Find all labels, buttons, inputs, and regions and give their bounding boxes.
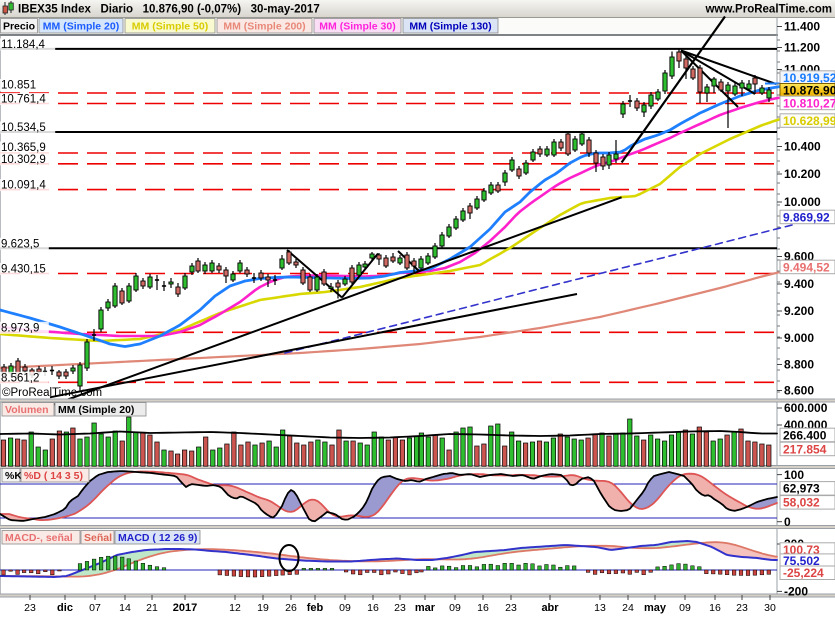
svg-text:16: 16 <box>709 602 721 614</box>
svg-text:may: may <box>644 602 667 614</box>
svg-text:10.534,5: 10.534,5 <box>1 122 46 134</box>
svg-text:%K: %K <box>5 470 22 482</box>
svg-text:%D ( 14 3 5): %D ( 14 3 5) <box>24 470 83 482</box>
svg-text:23: 23 <box>736 602 748 614</box>
svg-text:09: 09 <box>339 602 351 614</box>
svg-text:9.869,92: 9.869,92 <box>783 210 830 224</box>
svg-text:10.810,27: 10.810,27 <box>783 96 835 110</box>
svg-text:IBEX35 Index Diario 10.876: IBEX35 Index Diario 10.876,90 (-0,07%) 3… <box>18 4 320 16</box>
svg-text:10.365,9: 10.365,9 <box>1 142 46 154</box>
svg-text:MM (Simple 20): MM (Simple 20) <box>58 404 134 416</box>
svg-text:Señal: Señal <box>84 532 112 544</box>
svg-text:dic: dic <box>57 602 73 614</box>
svg-text:09: 09 <box>679 602 691 614</box>
svg-text:10.628,99: 10.628,99 <box>783 114 835 128</box>
svg-text:MM (Simple 20): MM (Simple 20) <box>43 21 119 33</box>
svg-text:07: 07 <box>89 602 101 614</box>
svg-text:mar: mar <box>415 602 436 614</box>
svg-text:9.430,15: 9.430,15 <box>1 264 46 276</box>
svg-text:12: 12 <box>229 602 241 614</box>
svg-text:8.600: 8.600 <box>784 384 814 398</box>
svg-text:11.200: 11.200 <box>784 41 820 55</box>
svg-text:MM (Simple 130): MM (Simple 130) <box>409 21 491 33</box>
svg-text:Precio: Precio <box>3 21 35 33</box>
svg-text:10.876,90: 10.876,90 <box>783 84 835 98</box>
svg-text:9.400: 9.400 <box>784 277 814 291</box>
svg-text:58,032: 58,032 <box>783 496 820 510</box>
svg-text:-25,224: -25,224 <box>783 566 824 580</box>
svg-text:13: 13 <box>594 602 606 614</box>
svg-text:10.761,4: 10.761,4 <box>1 94 46 106</box>
svg-text:9.494,52: 9.494,52 <box>783 260 830 274</box>
svg-text:62,973: 62,973 <box>783 482 820 496</box>
svg-text:26: 26 <box>285 602 297 614</box>
svg-text:10.851: 10.851 <box>1 80 36 92</box>
svg-text:23: 23 <box>505 602 517 614</box>
svg-text:266.400: 266.400 <box>783 428 827 442</box>
svg-text:-200: -200 <box>784 585 808 599</box>
svg-text:MM (Simple 50): MM (Simple 50) <box>132 21 208 33</box>
svg-text:9.623,5: 9.623,5 <box>1 238 39 250</box>
svg-text:MM (Simple 30): MM (Simple 30) <box>319 21 395 33</box>
svg-text:19: 19 <box>257 602 269 614</box>
svg-text:217.854: 217.854 <box>783 442 827 456</box>
svg-text:8.800: 8.800 <box>784 358 814 372</box>
svg-text:MACD-, señal: MACD-, señal <box>5 532 73 544</box>
svg-text:10.000: 10.000 <box>784 195 821 209</box>
svg-text:23: 23 <box>394 602 406 614</box>
svg-text:21: 21 <box>146 602 158 614</box>
svg-text:10.302,9: 10.302,9 <box>1 154 46 166</box>
svg-text:16: 16 <box>477 602 489 614</box>
svg-text:feb: feb <box>307 602 324 614</box>
svg-text:8.973,9: 8.973,9 <box>1 322 39 334</box>
svg-text:0: 0 <box>784 515 791 529</box>
svg-text:10.919,52: 10.919,52 <box>783 71 835 85</box>
svg-text:24: 24 <box>622 602 634 614</box>
svg-text:MACD ( 12 26 9): MACD ( 12 26 9) <box>118 532 197 544</box>
svg-text:©ProRealTime.com: ©ProRealTime.com <box>2 387 102 399</box>
svg-text:10.200: 10.200 <box>784 167 821 181</box>
svg-text:10.400: 10.400 <box>784 140 821 154</box>
svg-text:11.184,4: 11.184,4 <box>1 39 46 51</box>
svg-text:9.000: 9.000 <box>784 331 814 345</box>
svg-text:11.400: 11.400 <box>784 20 820 34</box>
svg-text:9.200: 9.200 <box>784 304 814 318</box>
svg-text:100,73: 100,73 <box>783 543 820 557</box>
svg-text:600.000: 600.000 <box>784 401 828 415</box>
svg-text:09: 09 <box>449 602 461 614</box>
svg-text:Volumen: Volumen <box>5 404 49 416</box>
svg-text:2017: 2017 <box>173 602 197 614</box>
svg-text:16: 16 <box>367 602 379 614</box>
svg-text:MM (Simple 200): MM (Simple 200) <box>223 21 305 33</box>
svg-text:10.091,4: 10.091,4 <box>1 180 46 192</box>
svg-text:14: 14 <box>119 602 131 614</box>
svg-text:75,502: 75,502 <box>783 554 820 568</box>
svg-text:www.ProRealTime.com: www.ProRealTime.com <box>704 4 832 16</box>
svg-text:8.561,2: 8.561,2 <box>1 372 39 384</box>
svg-text:100: 100 <box>784 468 804 482</box>
svg-text:23: 23 <box>24 602 36 614</box>
svg-text:30: 30 <box>764 602 776 614</box>
svg-text:abr: abr <box>541 602 559 614</box>
